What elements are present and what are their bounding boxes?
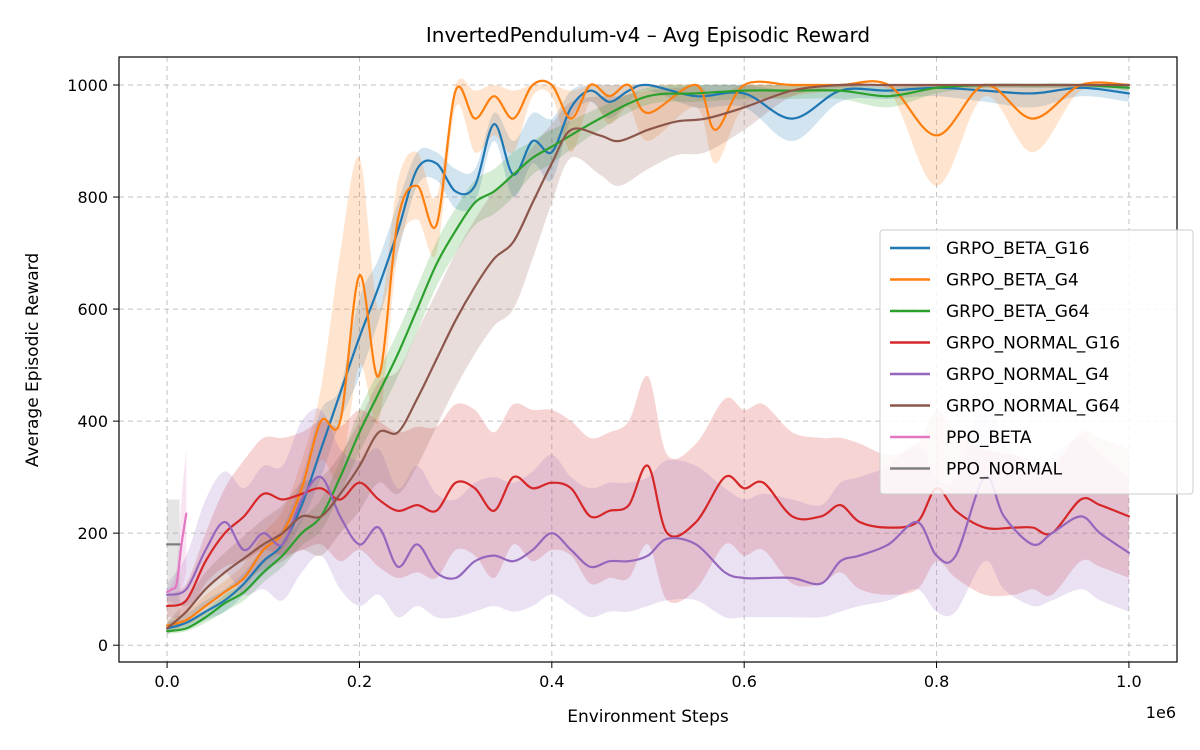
band-grpo-normal-g4 [167,392,1129,619]
legend-label-grpo-beta-g4: GRPO_BETA_G4 [946,271,1079,291]
y-tick-label: 0 [98,636,108,655]
legend-label-grpo-normal-g4: GRPO_NORMAL_G4 [946,365,1109,385]
legend: GRPO_BETA_G16 GRPO_BETA_G4 GRPO_BETA_G64 GR… [879,229,1194,495]
x-tick-label: 0.6 [731,672,756,691]
line-grpo-normal-g64 [166,83,1130,630]
grid [119,57,1177,662]
band-grpo-beta-g4 [167,78,1129,629]
series-lines [166,79,1130,633]
band-ppo-normal [167,499,180,629]
y-tick-label: 200 [77,524,108,543]
legend-label-ppo-normal: PPO_NORMAL [946,460,1063,480]
x-tick-label: 1.0 [1116,672,1141,691]
legend-label-grpo-normal-g64: GRPO_NORMAL_G64 [946,397,1120,417]
chart-title: InvertedPendulum-v4 – Avg Episodic Rewar… [426,23,870,47]
line-grpo-normal-g4 [166,475,1130,596]
legend-label-grpo-beta-g64: GRPO_BETA_G64 [946,302,1090,322]
legend-label-grpo-beta-g16: GRPO_BETA_G16 [946,239,1090,259]
x-axis-label: Environment Steps [567,707,729,727]
x-tick-label: 0.0 [154,672,179,691]
x-tick-label: 0.2 [347,672,372,691]
y-axis-label: Average Episodic Reward [23,253,43,467]
line-grpo-beta-g64 [166,83,1130,633]
legend-box [879,229,1194,495]
band-grpo-beta-g64 [167,84,1129,635]
x-axis-offset-label: 1e6 [1146,703,1176,722]
band-ppo-beta [167,449,187,596]
x-tick-label: 0.4 [539,672,564,691]
band-grpo-beta-g16 [167,84,1129,632]
y-tick-label: 800 [77,188,108,207]
legend-label-ppo-beta: PPO_BETA [946,428,1032,448]
axis-ticks: 0.0 0.2 0.4 0.6 0.8 1.0 0 200 400 600 800 1000 [67,76,1141,691]
line-ppo-beta [166,512,188,594]
legend-label-grpo-normal-g16: GRPO_NORMAL_G16 [946,334,1120,354]
y-tick-label: 600 [77,300,108,319]
y-tick-label: 400 [77,412,108,431]
x-tick-label: 0.8 [924,672,949,691]
y-tick-label: 1000 [67,76,108,95]
line-grpo-normal-g16 [166,464,1130,608]
